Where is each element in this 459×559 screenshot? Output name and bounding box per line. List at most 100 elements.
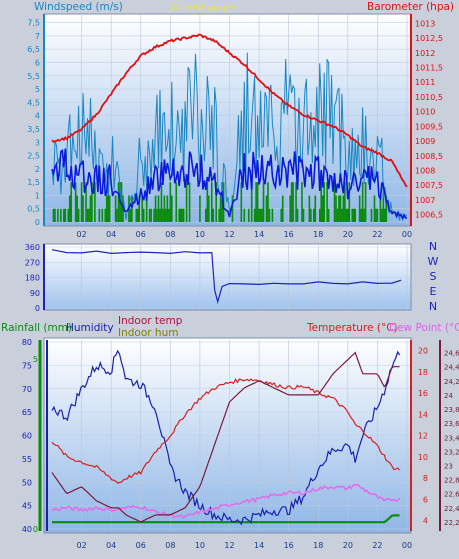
x-tick-top: 06 [136,230,146,239]
wind-green-bar [76,195,78,222]
wind-green-bar [381,208,383,222]
wind-green-bar [215,182,217,222]
indoor-temp-tick: 23 [444,462,453,470]
chart-marks [51,33,408,526]
direction-tick: 90 [30,289,40,298]
wind-green-bar [142,208,145,222]
barometer-tick: 1010 [415,108,435,117]
wind-green-bar [302,208,305,222]
wind-green-bar [292,182,294,222]
wind-green-bar [60,208,62,222]
x-tick-top: 20 [343,230,353,239]
wind-green-bar [101,208,104,222]
wind-green-bar [313,208,315,222]
wind-green-bar [89,195,92,222]
indoor-temp-tick: 23,8 [444,406,459,414]
wind-green-bar [131,195,133,222]
barometer-tick: 1012,5 [415,34,443,43]
wind-green-bar [157,195,160,222]
wind-green-bar [352,208,355,222]
wind-green-bar [206,182,209,222]
direction-tick: 360 [25,243,40,252]
x-tick-top: 04 [106,230,116,239]
barometer-tick: 1009 [415,137,435,146]
wind-green-bar [327,208,330,222]
wind-green-bar [335,195,337,222]
wind-green-bar [240,182,243,222]
wind-green-bar [373,195,376,222]
temperature-tick: 8 [423,474,428,483]
x-tick-bottom: 18 [313,541,323,550]
windspeed-tick: 4 [35,112,40,121]
x-tick-bottom: 22 [372,541,382,550]
temperature-tick: 20 [418,347,428,356]
indoor-temp-tick: 24 [444,392,453,400]
wind-green-bar [188,182,191,222]
direction-tick: 180 [25,274,40,283]
temperature-tick: 12 [418,432,428,441]
wind-green-bar [323,182,325,222]
wind-green-bar [267,182,269,222]
wind-green-bar [169,182,172,222]
wind-green-bar [70,182,73,222]
wind-green-bar [98,208,101,222]
x-tick-bottom: 16 [284,541,294,550]
barometer-tick: 1008 [415,167,435,176]
wind-green-bar [185,182,188,222]
barometer-title: Barometer (hpa) [367,1,454,13]
barometer-tick: 1010,5 [415,93,443,102]
indoor-temp-tick: 24,2 [444,378,459,386]
indoor-temp-tick: 23,4 [444,434,459,442]
wind-green-bar [154,195,157,222]
wind-green-bar [86,208,89,222]
wind-green-bar [258,208,260,222]
wind-green-bar [138,195,141,222]
tick-labels: 0202040406060808101012121414161618182020… [22,19,459,550]
wind-green-bar [63,208,65,222]
indoor-hum-title: Indoor hum [118,327,178,339]
x-tick-bottom: 20 [343,541,353,550]
wind-green-bar [88,208,90,222]
wind-green-bar [375,208,377,222]
wind-green-bar [162,208,164,222]
wind-green-bar [148,208,151,222]
compass-label: E [430,285,437,298]
wind-green-bar [80,182,83,222]
humidity-tick: 40 [22,525,32,534]
windspeed-tick: 7,5 [27,19,40,28]
wind-green-bar [348,182,351,222]
wind-green-bar [163,195,166,222]
wind-green-bar [74,182,77,222]
wind-green-bar [268,208,271,222]
wind-green-bar [68,195,71,222]
wind-green-bar [141,195,144,222]
windspeed-tick: 6 [35,59,40,68]
wind-green-bar [360,208,362,222]
wind-green-bar [212,208,215,222]
indoor-temp-tick: 22,8 [444,477,459,485]
wind-green-bar [347,208,349,222]
x-tick-top: 22 [372,230,382,239]
wind-green-bar [182,208,185,222]
wind-green-bar [295,182,297,222]
direction-tick: 270 [25,258,40,267]
windspeed-tick: 3 [35,138,40,147]
humidity-title: Humidity [66,322,114,334]
x-tick-top: 18 [313,230,323,239]
rain-tick: 5 [33,355,38,364]
wind-green-bar [336,208,339,222]
wind-green-bar [333,182,336,222]
wind-green-bar [199,195,201,222]
humidity-tick: 80 [22,338,32,347]
series-temp-line [51,378,401,484]
temperature-tick: 4 [423,517,428,526]
wind-green-bar [108,195,111,222]
indoor-temp-tick: 23,6 [444,420,459,428]
wind-green-bar [166,195,169,222]
series-hum-line [51,349,401,526]
temperature-tick: 10 [418,453,428,462]
wind-green-bar [64,208,67,222]
barometer-tick: 1011,5 [415,64,443,73]
x-tick-top: 12 [224,230,234,239]
